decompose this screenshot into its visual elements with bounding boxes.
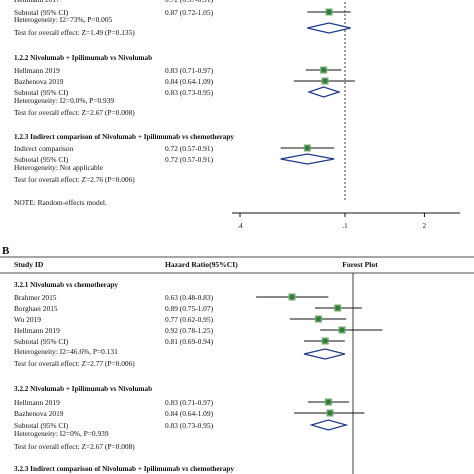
point-estimate: [326, 9, 332, 15]
point-estimate: [339, 327, 345, 333]
x-tick-label: .1: [342, 222, 348, 230]
panel-label: B: [2, 245, 10, 257]
point-estimate: [316, 316, 321, 322]
study-label: Subtotal (95% CI): [14, 421, 69, 430]
heterogeneity-text: Heterogeneity: I2=73%, P=0.005: [14, 15, 113, 24]
study-label: Hellmann 2019: [14, 326, 60, 335]
ci-value: 0.77 (0.62-0.95): [165, 315, 214, 324]
point-estimate: [289, 294, 295, 300]
study-label: Wu 2019: [14, 315, 41, 324]
subgroup-title: 3.2.2 Nivolumab + Ipilimumab vs Nivoluma…: [14, 385, 152, 393]
study-label: Hellmann 2019: [14, 398, 60, 407]
study-label: Hellmann 2017: [14, 0, 60, 4]
overall-effect-text: Test for overall effect: Z=2.77 (P=0.006…: [14, 359, 135, 368]
ci-value: 0.84 (0.64-1.09): [165, 77, 214, 86]
ci-value: 0.83 (0.73-0.95): [165, 421, 214, 430]
x-tick-label: 2: [423, 222, 427, 230]
heterogeneity-text: Heterogeneity: I2=46.6%, P=0.131: [14, 347, 118, 356]
summary-diamond: [280, 153, 335, 165]
point-estimate: [335, 305, 341, 311]
subgroup-title: 1.2.2 Nivolumab + Ipilimumab vs Nivoluma…: [14, 54, 152, 62]
overall-effect-text: Test for overall effect: Z=2.76 (P=0.006…: [14, 175, 135, 184]
study-label: Subtotal (95% CI): [14, 337, 69, 346]
summary-diamond: [303, 348, 345, 360]
column-header-study: Study ID: [14, 260, 44, 269]
study-label: Subtotal (95% CI): [14, 8, 69, 17]
point-estimate: [322, 338, 328, 344]
study-label: Bazhenova 2019: [14, 77, 64, 86]
subgroup-title: 3.2.1 Nivolumab vs chemotherapy: [14, 281, 118, 289]
point-estimate: [327, 410, 333, 416]
overall-effect-text: Test for overall effect: Z=1.49 (P=0.135…: [14, 28, 135, 37]
summary-diamond: [307, 22, 351, 34]
x-tick-label: .4: [237, 222, 243, 230]
ci-value: 0.87 (0.72-1.05): [165, 8, 214, 17]
ci-value: 0.89 (0.75-1.07): [165, 304, 214, 313]
study-label: Indirect comparison: [14, 144, 74, 153]
column-header-plot: Forest Plot: [342, 260, 378, 269]
summary-diamond: [309, 419, 349, 431]
point-estimate: [321, 67, 327, 73]
footnote: NOTE: Random-effects model.: [14, 198, 107, 207]
ci-value: 0.72 (0.57-0.91): [165, 155, 214, 164]
overall-effect-text: Test for overall effect: Z=2.67 (P=0.008…: [14, 108, 135, 117]
ci-value: 0.83 (0.71-0.97): [165, 398, 214, 407]
point-estimate: [322, 78, 328, 84]
ci-value: 0.72 (0.57-0.91): [165, 0, 214, 4]
ci-value: 0.81 (0.69-0.94): [165, 337, 214, 346]
study-label: Borghaei 2015: [14, 304, 58, 313]
study-label: Hellmann 2019: [14, 66, 60, 75]
subgroup-title: 1.2.3 Indirect comparison of Nivolumab +…: [14, 133, 234, 141]
study-label: Subtotal (95% CI): [14, 155, 69, 164]
heterogeneity-text: Heterogeneity: I2=0%, P=0.939: [14, 429, 109, 438]
ci-value: 0.72 (0.57-0.91): [165, 144, 214, 153]
ci-value: 0.83 (0.73-0.95): [165, 88, 214, 97]
study-label: Subtotal (95% CI): [14, 88, 69, 97]
study-label: Bazhenova 2019: [14, 409, 64, 418]
ci-value: 0.83 (0.71-0.97): [165, 66, 214, 75]
ci-value: 0.84 (0.64-1.09): [165, 409, 214, 418]
point-estimate: [325, 399, 331, 405]
column-header-ratio: Hazard Ratio(95%CI): [165, 260, 238, 269]
heterogeneity-text: Heterogeneity: Not applicable: [14, 163, 104, 172]
ci-value: 0.63 (0.48-0.83): [165, 293, 214, 302]
overall-effect-text: Test for overall effect: Z=2.67 (P=0.008…: [14, 442, 135, 451]
heterogeneity-text: Heterogeneity: I2=0.0%, P=0.939: [14, 96, 114, 105]
study-label: Brahmer 2015: [14, 293, 57, 302]
point-estimate: [304, 145, 310, 151]
ci-value: 0.92 (0.78-1.25): [165, 326, 214, 335]
subgroup-title: 3.2.3 Indirect comparison of Nivolumab +…: [14, 465, 234, 473]
summary-diamond: [307, 86, 342, 98]
